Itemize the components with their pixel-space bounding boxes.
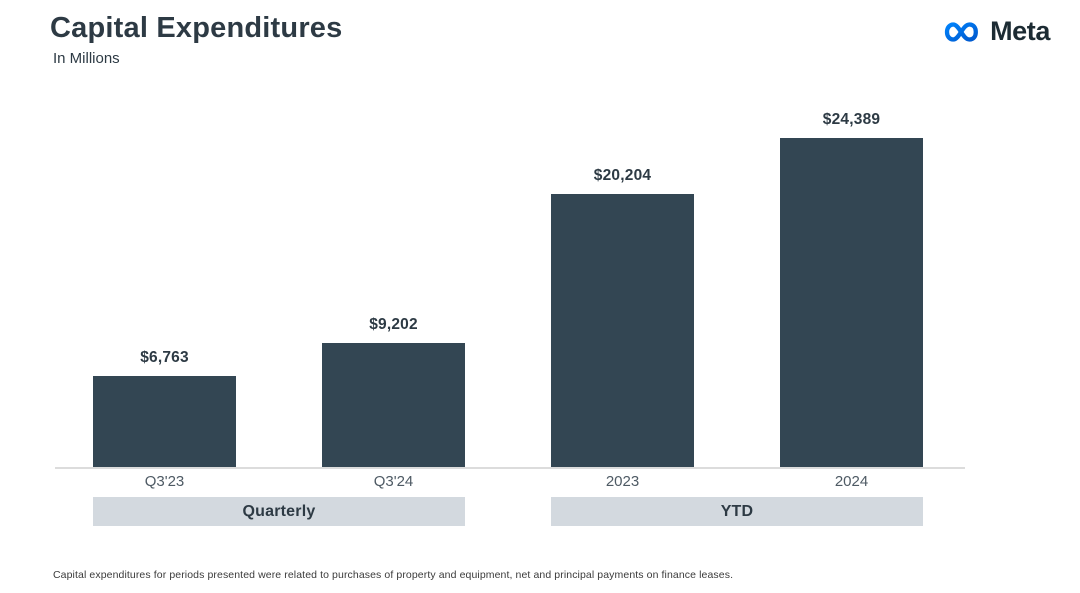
bar (93, 376, 236, 467)
footnote: Capital expenditures for periods present… (53, 569, 734, 581)
category-label: Q3'24 (373, 473, 414, 490)
page-title: Capital Expenditures (50, 12, 343, 44)
chart-area: $6,763 Q3'23 $9,202 Q3'24 Quarterly $20,204 20… (55, 0, 965, 593)
category-label: 2023 (605, 473, 640, 490)
meta-logo: Meta (942, 16, 1050, 47)
page-subtitle: In Millions (53, 50, 120, 67)
meta-wordmark: Meta (990, 16, 1050, 46)
bar (780, 138, 923, 467)
bar-value-label: $20,204 (593, 167, 652, 184)
bar (322, 343, 465, 467)
meta-infinity-icon (942, 18, 986, 46)
group-band: Quarterly (93, 497, 465, 526)
bar-value-label: $24,389 (822, 111, 881, 128)
bar (551, 194, 694, 467)
group-band: YTD (551, 497, 923, 526)
header: Capital Expenditures In Millions (50, 12, 342, 67)
bar-value-label: $6,763 (140, 349, 189, 366)
bar-value-label: $9,202 (369, 316, 418, 333)
x-axis-line (55, 467, 965, 469)
category-label: Q3'23 (144, 473, 185, 490)
category-label: 2024 (834, 473, 869, 490)
